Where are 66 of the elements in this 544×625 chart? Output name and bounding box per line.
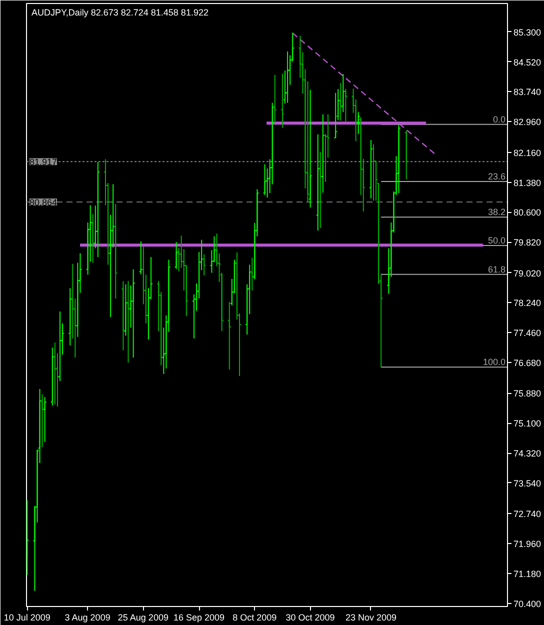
x-tick-label: 23 Nov 2009 — [345, 612, 396, 622]
y-tick-label: 76.680 — [514, 358, 542, 368]
x-tick-label: 3 Aug 2009 — [64, 612, 110, 622]
y-tick-label: 79.820 — [514, 238, 542, 248]
candlestick — [250, 257, 254, 291]
y-tick-label: 82.160 — [514, 148, 542, 158]
y-tick-label: 74.320 — [514, 448, 542, 459]
candlestick — [356, 112, 360, 134]
candlestick — [174, 242, 178, 270]
candlestick — [318, 151, 322, 228]
ref-line-label: 80.864 — [30, 198, 58, 208]
candlestick — [90, 214, 95, 264]
series-label: 61.8 — [488, 264, 506, 274]
candlestick — [404, 130, 408, 180]
y-tick-label: 75.100 — [514, 418, 542, 429]
candlestick — [308, 89, 312, 208]
candlestick — [96, 161, 100, 258]
y-tick-label: 82.960 — [514, 117, 542, 128]
candlestick — [262, 164, 267, 196]
y-tick-label: 75.880 — [514, 388, 542, 399]
candlestick — [202, 254, 206, 276]
candlestick — [316, 134, 320, 232]
y-tick-label: 77.460 — [514, 328, 542, 338]
candlestick — [124, 284, 128, 336]
candlestick — [68, 288, 72, 346]
candlestick — [280, 73, 285, 128]
x-tick-label: 8 Oct 2009 — [232, 612, 277, 622]
series-label: 50.0 — [488, 236, 506, 246]
y-tick-label: 84.520 — [514, 57, 542, 68]
y-tick-label: 72.740 — [514, 509, 542, 520]
candlestick — [286, 50, 290, 104]
candlestick — [272, 74, 277, 124]
series-label: 23.6 — [488, 171, 506, 182]
candlestick — [227, 301, 232, 370]
series-label: 38.2 — [488, 207, 506, 218]
candlestick — [50, 347, 54, 406]
y-tick-label: 79.020 — [514, 268, 542, 278]
candlestick — [344, 88, 348, 122]
candlestick — [126, 280, 130, 364]
candlestick — [114, 204, 118, 299]
candlestick — [131, 268, 136, 358]
x-tick-label: 30 Oct 2009 — [286, 612, 335, 622]
y-tick-label: 71.180 — [514, 569, 542, 580]
candlestick — [396, 124, 401, 194]
y-tick-label: 70.400 — [514, 598, 542, 609]
candlestick — [52, 342, 57, 405]
y-tick-label: 81.380 — [514, 178, 542, 188]
candlestick — [58, 311, 62, 382]
x-tick-label: 16 Sep 2009 — [174, 612, 225, 622]
y-tick-label: 80.600 — [514, 208, 542, 218]
y-tick-label: 78.240 — [514, 298, 542, 308]
candlestick — [341, 74, 346, 113]
x-tick-label: 10 Jul 2009 — [4, 612, 50, 622]
text: AUDJPY,Daily 82.673 82.724 81.458 81.922 — [32, 8, 208, 18]
y-tick-label: 85.300 — [514, 27, 542, 38]
y-tick-label: 83.740 — [514, 87, 542, 98]
series-label: 100.0 — [482, 357, 506, 368]
ref-line-label: 81.917 — [30, 157, 58, 168]
y-tick-label: 71.960 — [514, 539, 542, 550]
candlestick — [334, 92, 338, 138]
x-tick-label: 25 Aug 2009 — [118, 612, 168, 622]
candlestick — [368, 140, 373, 199]
series-label: 0.0 — [492, 114, 506, 124]
y-tick-label: 73.540 — [514, 478, 542, 488]
candlestick — [42, 396, 47, 442]
candlestick — [121, 280, 126, 351]
